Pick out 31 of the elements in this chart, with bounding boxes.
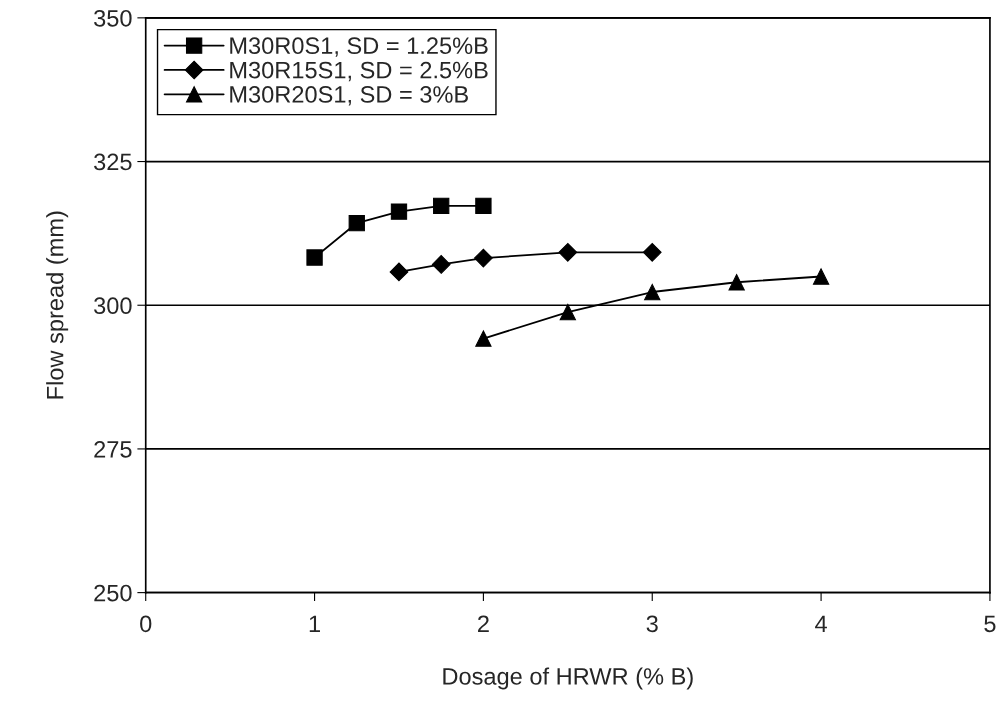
y-tick-label: 350 bbox=[94, 9, 132, 27]
x-tick-label: 3 bbox=[646, 615, 658, 633]
legend-label: M30R0S1, SD = 1.25%B bbox=[230, 37, 488, 57]
x-tick-label: 5 bbox=[984, 615, 996, 633]
point bbox=[728, 274, 745, 291]
point bbox=[642, 243, 662, 262]
x-tick-label: 2 bbox=[478, 615, 489, 632]
y-tick-label: 325 bbox=[94, 153, 132, 171]
point bbox=[475, 197, 492, 214]
y-axis-title: Flow spread (mm) bbox=[46, 211, 69, 399]
point bbox=[474, 248, 493, 268]
point bbox=[475, 330, 492, 347]
x-tick-label: 1 bbox=[309, 615, 320, 632]
point bbox=[433, 197, 450, 214]
point bbox=[431, 255, 451, 274]
point bbox=[644, 283, 661, 301]
point bbox=[559, 303, 576, 321]
y-tick-label: 275 bbox=[94, 441, 132, 458]
y-tick-label: 250 bbox=[94, 584, 132, 602]
x-axis-title: Dosage of HRWR (% B) bbox=[443, 667, 693, 690]
point bbox=[389, 262, 409, 282]
x-tick-label: 0 bbox=[140, 615, 152, 633]
point bbox=[558, 243, 578, 262]
legend-label: M30R15S1, SD = 2.5%B bbox=[230, 61, 488, 82]
point bbox=[306, 249, 323, 266]
legend-label: M30R20S1, SD = 3%B bbox=[230, 86, 468, 106]
x-tick-label: 4 bbox=[815, 615, 827, 632]
point bbox=[348, 214, 365, 232]
point bbox=[390, 203, 408, 220]
y-tick-label: 300 bbox=[94, 297, 132, 315]
point bbox=[812, 268, 830, 285]
